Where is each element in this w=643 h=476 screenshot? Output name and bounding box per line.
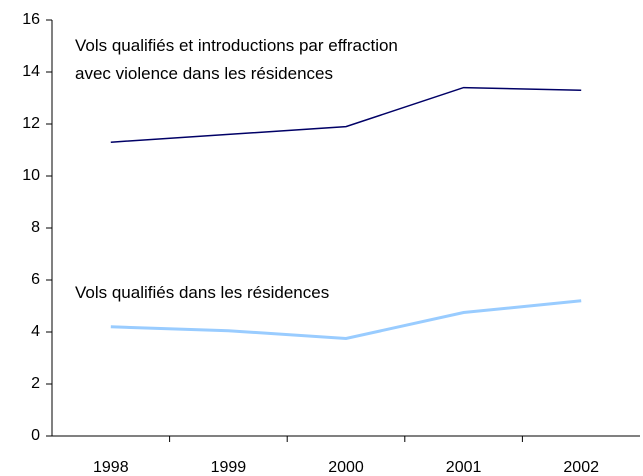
y-tick-label: 2 [31,375,40,392]
y-tick-label: 12 [22,115,40,132]
y-tick-label: 0 [31,427,40,444]
x-tick-label: 1998 [93,459,129,476]
x-tick-label: 1999 [211,459,247,476]
x-tick-label: 2001 [446,459,482,476]
y-tick-label: 16 [22,11,40,28]
x-tick-label: 2002 [563,459,599,476]
y-tick-label: 10 [22,167,40,184]
x-tick-label: 2000 [328,459,364,476]
y-tick-label: 8 [31,219,40,236]
y-tick-label: 4 [31,323,40,340]
y-tick-label: 14 [22,63,40,80]
series-line [110,299,582,341]
y-tick-label: 6 [31,271,40,288]
series-label: Vols qualifiés dans les résidences [75,283,330,302]
series-label: Vols qualifiés et introductions par effr… [75,36,398,83]
series-line [110,86,582,143]
